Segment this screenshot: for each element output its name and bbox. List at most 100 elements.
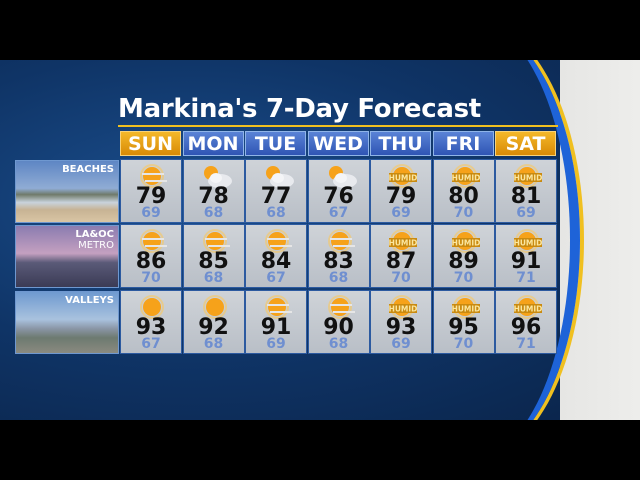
- region-image-0: BEACHES: [15, 160, 119, 223]
- forecast-cell: HUMID 80 70: [432, 159, 495, 223]
- humid-icon: HUMID: [512, 229, 544, 255]
- day-header-wed: WED: [307, 131, 369, 156]
- low-temp: 68: [203, 336, 224, 352]
- high-temp: 85: [198, 249, 229, 274]
- high-temp: 86: [135, 249, 167, 274]
- low-temp: 70: [391, 270, 411, 286]
- high-temp: 81: [510, 184, 542, 209]
- region-label: BEACHES: [62, 164, 114, 175]
- high-temp: 92: [198, 315, 229, 340]
- high-temp: 79: [385, 184, 417, 209]
- low-temp: 70: [141, 270, 161, 286]
- forecast-cell: 93 67: [120, 290, 182, 354]
- forecast-cell: 85 68: [182, 224, 245, 288]
- region-label-line2: METRO: [78, 240, 114, 251]
- forecast-cell: HUMID 95 70: [432, 290, 495, 354]
- region-label: LA&OC METRO: [75, 229, 114, 251]
- day-header-tue: TUE: [245, 131, 306, 156]
- low-temp: 69: [266, 336, 286, 352]
- forecast-cell: 76 67: [307, 159, 370, 223]
- hazy-sun-icon: [325, 295, 357, 321]
- day-header-mon: MON: [182, 131, 244, 156]
- low-temp: 68: [328, 270, 349, 286]
- high-temp: 91: [260, 315, 292, 340]
- high-temp: 91: [510, 249, 542, 274]
- hazy-sun-icon: [262, 295, 294, 321]
- low-temp: 68: [203, 205, 224, 221]
- hazy-sun-icon: [137, 164, 169, 190]
- forecast-cell: 86 70: [120, 224, 182, 288]
- svg-text:HUMID: HUMID: [389, 239, 418, 248]
- page-title: Markina's 7-Day Forecast: [118, 94, 481, 124]
- humid-icon: HUMID: [450, 229, 482, 255]
- forecast-cell: 77 68: [245, 159, 307, 223]
- high-temp: 87: [385, 249, 417, 274]
- hazy-sun-icon: [262, 229, 294, 255]
- low-temp: 67: [266, 270, 286, 286]
- high-temp: 93: [385, 315, 417, 340]
- region-image-2: VALLEYS: [15, 291, 119, 354]
- svg-text:HUMID: HUMID: [451, 305, 480, 314]
- partly-cloudy-icon: [200, 164, 232, 190]
- day-header-sun: SUN: [120, 131, 181, 156]
- low-temp: 70: [453, 336, 474, 352]
- high-temp: 95: [448, 315, 479, 340]
- high-temp: 93: [135, 315, 167, 340]
- forecast-cell: HUMID 89 70: [432, 224, 495, 288]
- forecast-cell: 92 68: [182, 290, 245, 354]
- title-underline: [118, 125, 558, 127]
- high-temp: 89: [448, 249, 479, 274]
- region-label-line1: LA&OC: [75, 229, 114, 240]
- humid-icon: HUMID: [512, 295, 544, 321]
- svg-text:HUMID: HUMID: [389, 305, 418, 314]
- forecast-cell: 91 69: [245, 290, 307, 354]
- region-label-line1: VALLEYS: [65, 295, 114, 306]
- svg-text:HUMID: HUMID: [451, 239, 480, 248]
- high-temp: 79: [135, 184, 167, 209]
- day-header-thu: THU: [370, 131, 431, 156]
- swoosh-decoration: [470, 60, 580, 420]
- low-temp: 71: [516, 336, 536, 352]
- region-label-line1: BEACHES: [62, 164, 114, 175]
- forecast-cell: HUMID 87 70: [370, 224, 432, 288]
- humid-icon: HUMID: [387, 229, 419, 255]
- svg-text:HUMID: HUMID: [514, 239, 543, 248]
- high-temp: 84: [260, 249, 292, 274]
- forecast-cell: HUMID 93 69: [370, 290, 432, 354]
- svg-text:HUMID: HUMID: [514, 305, 543, 314]
- hazy-sun-icon: [325, 229, 357, 255]
- low-temp: 70: [453, 205, 474, 221]
- day-header-fri: FRI: [432, 131, 494, 156]
- humid-icon: HUMID: [450, 295, 482, 321]
- forecast-cell: 83 68: [307, 224, 370, 288]
- high-temp: 77: [260, 184, 292, 209]
- forecast-cell: HUMID 91 71: [495, 224, 557, 288]
- high-temp: 80: [448, 184, 479, 209]
- low-temp: 68: [266, 205, 286, 221]
- high-temp: 83: [323, 249, 354, 274]
- low-temp: 68: [203, 270, 224, 286]
- low-temp: 69: [141, 205, 161, 221]
- hazy-sun-icon: [137, 229, 169, 255]
- humid-icon: HUMID: [512, 164, 544, 190]
- humid-icon: HUMID: [450, 164, 482, 190]
- low-temp: 71: [516, 270, 536, 286]
- sunny-icon: [200, 295, 232, 321]
- forecast-cell: 84 67: [245, 224, 307, 288]
- humid-icon: HUMID: [387, 295, 419, 321]
- partly-cloudy-icon: [262, 164, 294, 190]
- forecast-cell: HUMID 81 69: [495, 159, 557, 223]
- low-temp: 69: [391, 336, 411, 352]
- region-image-1: LA&OC METRO: [15, 225, 119, 288]
- forecast-cell: HUMID 96 71: [495, 290, 557, 354]
- low-temp: 70: [453, 270, 474, 286]
- low-temp: 67: [141, 336, 161, 352]
- high-temp: 90: [323, 315, 354, 340]
- forecast-cell: HUMID 79 69: [370, 159, 432, 223]
- low-temp: 67: [328, 205, 349, 221]
- low-temp: 69: [516, 205, 536, 221]
- forecast-cell: 78 68: [182, 159, 245, 223]
- forecast-cell: 79 69: [120, 159, 182, 223]
- forecast-cell: 90 68: [307, 290, 370, 354]
- high-temp: 76: [323, 184, 354, 209]
